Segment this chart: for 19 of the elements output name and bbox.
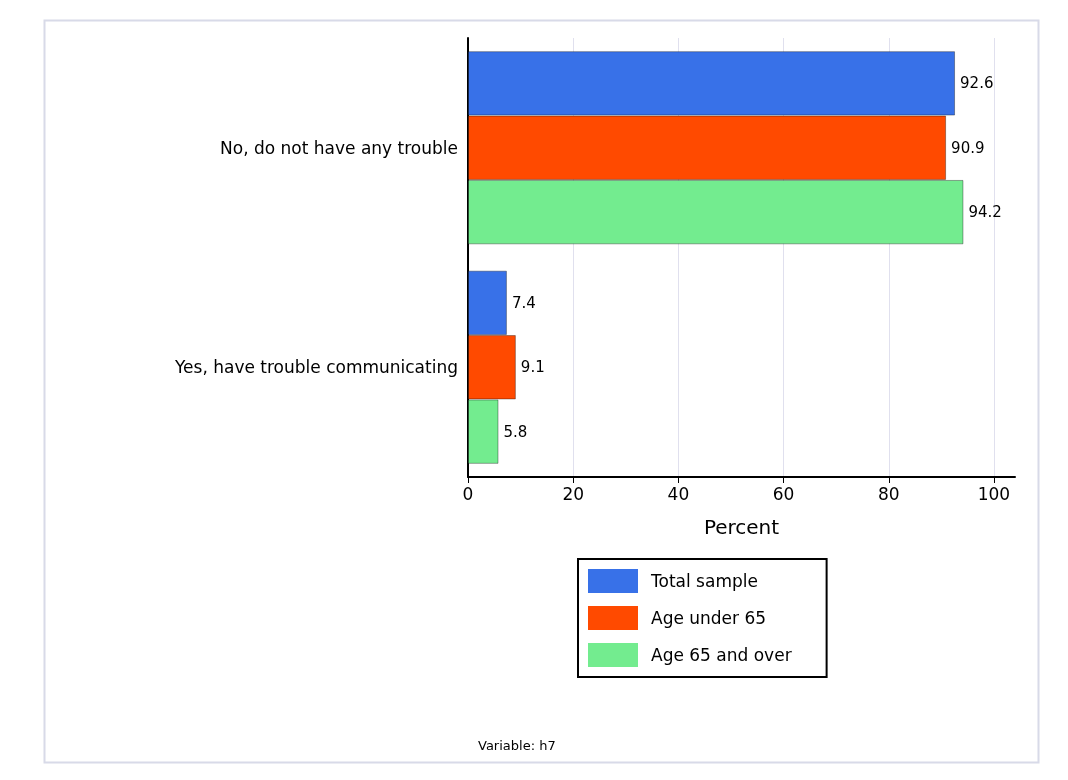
legend-label: Age under 65 [651, 608, 767, 628]
x-tick-label: 40 [667, 483, 690, 504]
legend-label: Total sample [650, 571, 758, 591]
data-label: 5.8 [503, 422, 528, 441]
data-label: 90.9 [951, 138, 985, 157]
x-tick-label: 60 [772, 483, 795, 504]
x-axis-title: Percent [703, 515, 780, 539]
y-tick-label: No, do not have any trouble [220, 137, 458, 158]
x-tick-label: 0 [462, 483, 474, 504]
x-tick-label: 80 [877, 483, 900, 504]
data-label: 9.1 [520, 358, 545, 377]
legend-label: Age 65 and over [651, 645, 792, 665]
data-label: 7.4 [511, 293, 536, 312]
data-label: 94.2 [968, 203, 1002, 222]
y-tick-label: Yes, have trouble communicating [173, 357, 458, 378]
text: Variable: h7 [478, 738, 556, 753]
x-tick-label: 20 [562, 483, 585, 504]
data-label: 92.6 [960, 74, 994, 93]
x-tick-label: 100 [977, 483, 1011, 504]
